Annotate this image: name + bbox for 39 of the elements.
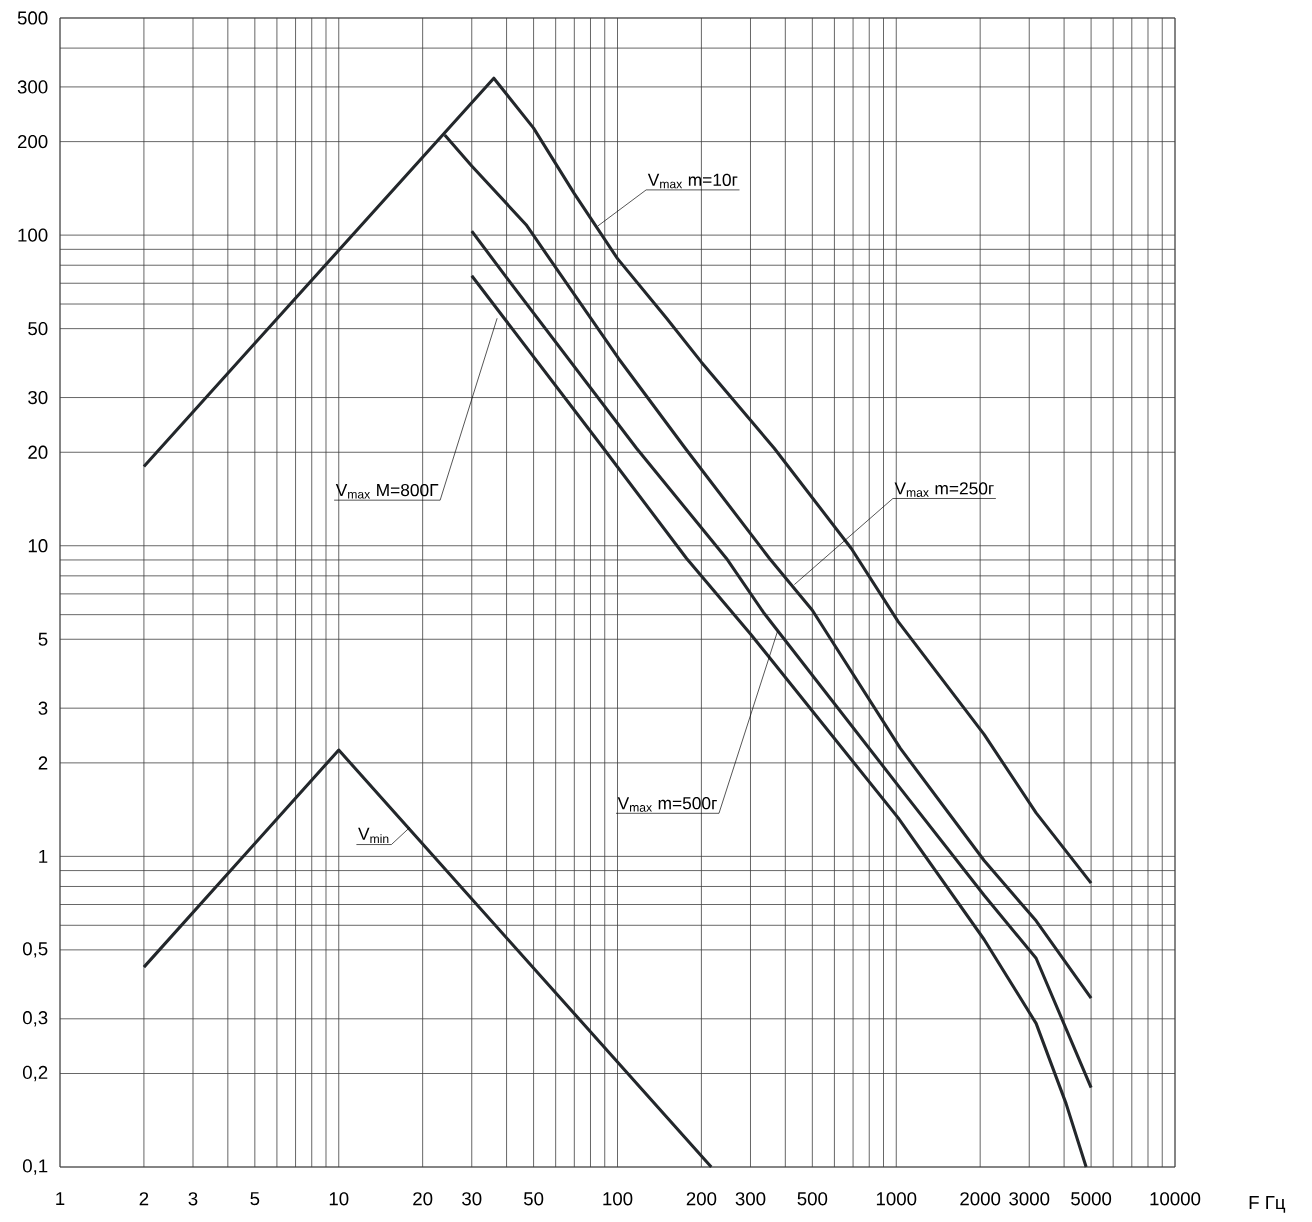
x-tick-label: 300 [735,1192,766,1206]
y-tick-label: 300 [17,80,48,94]
y-tick-label: 10 [28,539,48,553]
x-tick-label: 10 [329,1192,349,1206]
x-tick-label: 500 [797,1192,828,1206]
x-tick-label: 5 [250,1192,260,1206]
x-tick-label: 200 [686,1192,717,1206]
y-tick-label: 0,3 [22,1011,48,1027]
x-tick-label: 1 [56,1192,65,1205]
x-tick-label: 3000 [1009,1192,1050,1206]
y-tick-label: 3 [38,701,48,715]
y-tick-label: 0,2 [22,1065,48,1082]
annotation: V$_{max}$ M=800Г [335,483,439,499]
x-axis-title: F Гц [1249,1196,1286,1213]
y-tick-label: 1 [39,849,48,863]
y-tick-label: 20 [28,445,48,459]
annotation: V$_{max}$ m=500г [617,797,717,812]
y-tick-label: 5 [38,632,48,646]
x-tick-label: 1000 [876,1192,917,1206]
annotation: V$_{min}$ [358,827,389,843]
x-tick-label: 100 [603,1192,633,1206]
y-tick-label: 100 [18,228,48,242]
x-tick-label: 2 [139,1192,149,1206]
x-tick-label: 50 [523,1192,544,1206]
y-tick-label: 50 [28,322,48,336]
x-tick-label: 2000 [960,1192,1001,1206]
x-tick-label: 10000 [1150,1192,1201,1206]
y-tick-label: 2 [38,756,48,770]
x-tick-label: 5000 [1071,1192,1112,1206]
y-tick-label: 30 [28,390,48,405]
annotation: V$_{max}$ m=250г [894,482,994,497]
y-tick-label: 0,1 [22,1159,48,1175]
x-tick-label: 20 [413,1192,433,1206]
x-tick-label: 3 [188,1192,198,1206]
y-tick-label: 0,5 [22,942,48,958]
x-tick-label: 30 [462,1192,482,1206]
annotation: V$_{max}$ m=10г [647,173,738,189]
y-tick-label: 200 [17,134,48,149]
y-tick-label: 500 [17,11,48,25]
